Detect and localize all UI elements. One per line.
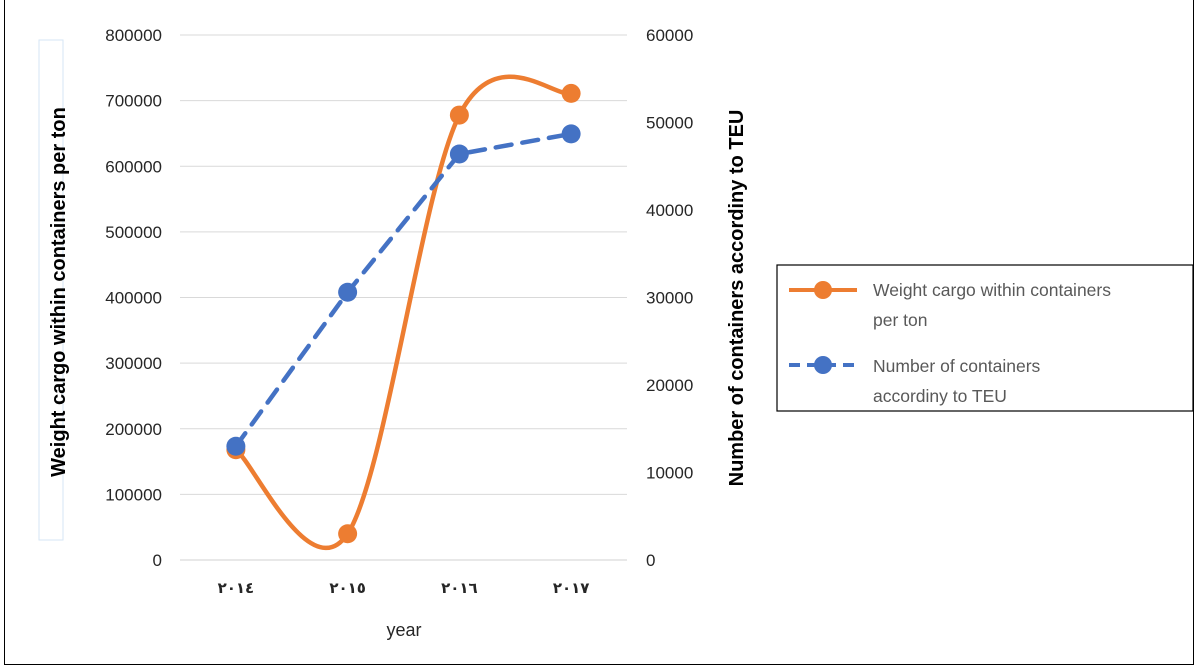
- left-tick-label: 0: [153, 551, 162, 570]
- right-tick-label: 30000: [646, 289, 693, 308]
- left-tick-label: 600000: [105, 157, 162, 176]
- right-axis-title: Number of containers accordiny to TEU: [726, 110, 748, 487]
- gridlines: [180, 34, 627, 561]
- series-line-teu: [233, 131, 574, 449]
- right-axis-ticks: 0 10000 20000 30000 40000 50000 60000: [646, 26, 693, 570]
- legend-label-weight-line1: Weight cargo within containers: [873, 280, 1111, 300]
- left-axis-title-box: [38, 39, 64, 541]
- x-tick-label: ٢٠١٧: [553, 579, 590, 597]
- chart-frame: 0 100000 200000 300000 400000 500000 600000 700…: [4, 0, 1194, 665]
- series-layer: [226, 74, 581, 551]
- left-tick-label: 100000: [105, 485, 162, 504]
- legend-label-teu-line1: Number of containers: [873, 356, 1041, 376]
- line-chart: 0100000200000300000400000500000600000700…: [38, 26, 1194, 640]
- x-axis-ticks: ٢٠١٤ ٢٠١٥ ٢٠١٦ ٢٠١٧: [218, 579, 590, 597]
- data-point-teu: [226, 436, 246, 456]
- left-tick-label: 400000: [105, 289, 162, 308]
- data-point-weight: [561, 83, 581, 103]
- left-axis-ticks: 0 100000 200000 300000 400000 500000 600000 700…: [105, 26, 162, 570]
- left-axis-title-group: Weight cargo within containers per ton: [38, 39, 70, 541]
- right-tick-label: 0: [646, 551, 655, 570]
- x-tick-label: ٢٠١٤: [218, 579, 255, 597]
- right-tick-label: 10000: [646, 464, 693, 483]
- data-point-teu: [561, 124, 581, 144]
- left-tick-label: 200000: [105, 420, 162, 439]
- data-point-teu: [449, 144, 469, 164]
- x-tick-label: ٢٠١٥: [329, 579, 366, 597]
- legend-marker-teu: [814, 356, 832, 374]
- right-tick-label: 40000: [646, 201, 693, 220]
- left-tick-label: 800000: [105, 26, 162, 45]
- right-tick-label: 20000: [646, 376, 693, 395]
- data-point-weight: [449, 105, 469, 125]
- legend-marker-weight: [814, 281, 832, 299]
- left-axis-title: Weight cargo within containers per ton: [48, 107, 70, 477]
- data-point-teu: [338, 282, 358, 302]
- left-tick-label: 700000: [105, 92, 162, 111]
- legend-label-weight-line2: per ton: [873, 310, 927, 330]
- left-tick-label: 300000: [105, 354, 162, 373]
- data-point-weight: [338, 524, 358, 544]
- legend-label-teu-line2: accordiny to TEU: [873, 386, 1007, 406]
- x-tick-label: ٢٠١٦: [441, 579, 478, 597]
- legend: Weight cargo within containers per ton N…: [776, 264, 1194, 412]
- left-tick-label: 500000: [105, 223, 162, 242]
- x-axis-title: year: [386, 620, 421, 640]
- right-tick-label: 60000: [646, 26, 693, 45]
- series-line-weight: [233, 74, 574, 551]
- right-tick-label: 50000: [646, 114, 693, 133]
